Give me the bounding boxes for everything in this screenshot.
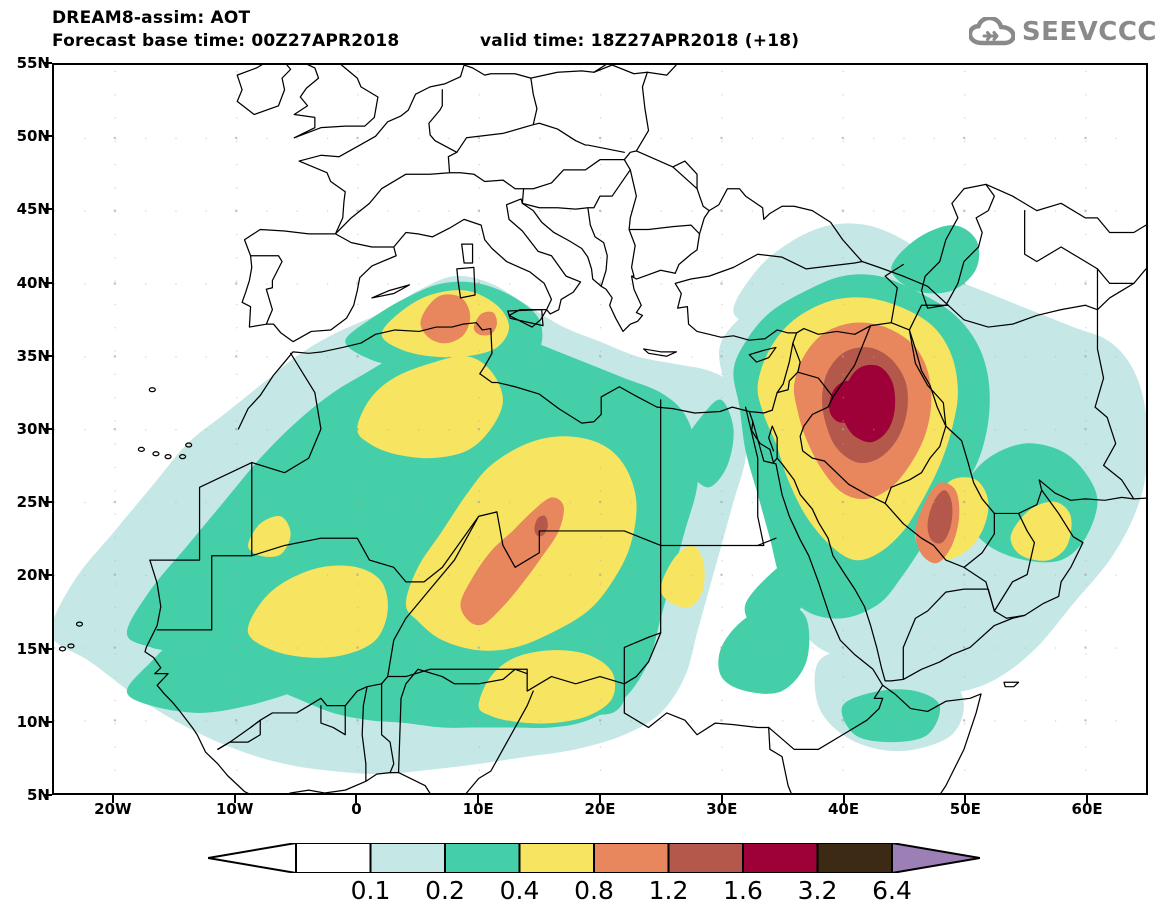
contour-band-level-2 [718, 603, 810, 694]
y-axis-label: 35N [16, 346, 50, 365]
contour-band-level-3 [660, 545, 705, 608]
colorbar-tick-label: 0.8 [574, 876, 614, 905]
y-axis-tick [44, 428, 52, 430]
y-axis-tick [44, 135, 52, 138]
grid-dots [54, 70, 1117, 771]
y-axis-label: 30N [16, 420, 50, 438]
contour-band-level-4 [420, 294, 471, 344]
colorbar-under-arrow [208, 843, 297, 873]
contour-band-level-6 [842, 364, 896, 443]
colorbar-tick-label: 1.6 [723, 876, 763, 905]
y-axis-label: 15N [16, 639, 50, 658]
y-axis-label: 40N [16, 273, 50, 292]
colorbar-over-arrow [891, 843, 980, 873]
y-axis-tick [44, 281, 52, 284]
x-axis-label: 60E [1071, 800, 1103, 818]
contour-band-level-3 [247, 565, 388, 658]
y-axis-label: 55N [16, 54, 50, 72]
contour-band-level-3 [551, 501, 631, 578]
x-axis-label: 10E [462, 800, 494, 818]
aot-contour-map [54, 65, 1146, 793]
colorbar-tick-label: 0.1 [350, 876, 391, 905]
contour-band-level-2 [891, 225, 980, 294]
colorbar-band [444, 843, 521, 873]
colorbar-tick-label: 6.4 [872, 876, 912, 905]
x-axis-label: 30E [706, 800, 738, 818]
y-axis-label: 45N [16, 200, 50, 219]
y-axis-tick [44, 208, 52, 211]
colorbar-band [742, 843, 819, 873]
colorbar-band [667, 843, 744, 873]
y-axis-tick [44, 501, 52, 504]
x-axis-label: 20W [94, 800, 132, 818]
x-axis-tick [233, 795, 236, 803]
y-axis-label: 50N [16, 127, 50, 146]
contour-band-level-3 [357, 356, 503, 459]
colorbar-band [518, 843, 595, 873]
y-axis-label: 5N [27, 786, 50, 804]
colorbar-swatches [208, 843, 980, 873]
y-axis-tick [44, 354, 52, 357]
colorbar: 0.1 0.2 0.4 0.8 1.2 1.6 3.2 6.4 [0, 840, 1165, 905]
header: DREAM8-assim: AOT Forecast base time: 00… [0, 0, 1165, 62]
colorbar-band [593, 843, 670, 873]
x-axis-tick [964, 795, 967, 803]
colorbar-band [295, 843, 372, 873]
x-axis-tick [842, 795, 845, 803]
contour-band-level-3 [478, 650, 616, 724]
colorbar-tick-label: 1.2 [648, 876, 689, 905]
contour-band-level-5 [927, 490, 953, 544]
y-axis-tick [44, 574, 52, 577]
x-axis-label: 20E [584, 800, 616, 818]
valid-time-label: valid time: 18Z27APR2018 (+18) [480, 31, 800, 51]
contour-band-level-2 [841, 689, 941, 743]
contour-band-level-3 [1010, 501, 1072, 561]
y-axis-tick [44, 62, 52, 64]
page-title: DREAM8-assim: AOT [52, 8, 251, 28]
x-axis-tick [599, 795, 601, 803]
y-axis-label: 25N [16, 493, 50, 512]
x-axis-tick [355, 795, 358, 803]
colorbar-tick-label: 3.2 [797, 876, 838, 905]
logo-text: SEEVCCC [1021, 17, 1157, 47]
cloud-icon [968, 17, 1015, 46]
y-axis-label: 10N [16, 712, 50, 731]
colorbar-tick-label: 0.4 [499, 876, 540, 905]
seevccc-logo: SEEVCCC [968, 12, 1157, 52]
x-axis-label: 40E [827, 800, 860, 818]
x-axis-label: 10W [215, 800, 254, 818]
forecast-base-time-label: Forecast base time: 00Z27APR2018 [52, 31, 400, 51]
x-axis-label: 50E [949, 800, 981, 818]
y-axis-label: 20N [16, 566, 50, 585]
colorbar-band [816, 843, 893, 873]
x-axis-tick [111, 795, 114, 803]
x-axis-tick [477, 795, 480, 803]
map-plot-area [52, 63, 1148, 795]
y-axis-tick [44, 720, 52, 723]
y-axis-tick [44, 794, 52, 796]
colorbar-band [369, 843, 446, 873]
coastlines-and-borders [58, 65, 1146, 793]
colorbar-tick-label: 0.2 [425, 876, 465, 905]
x-axis-label: 0 [351, 800, 362, 818]
x-axis-tick [720, 795, 723, 803]
y-axis-tick [44, 647, 52, 650]
x-axis-tick [1086, 795, 1089, 803]
